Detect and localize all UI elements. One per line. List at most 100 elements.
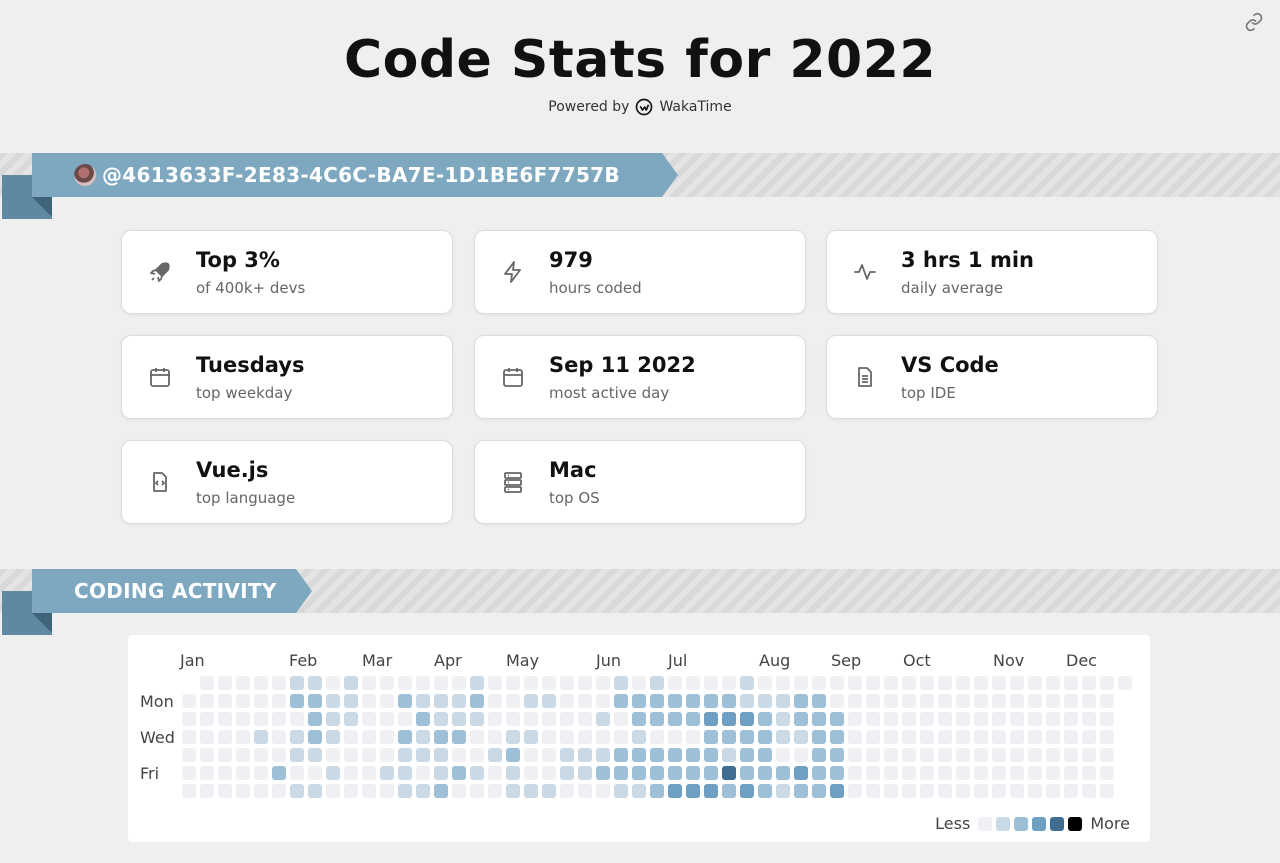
heatmap-cell bbox=[452, 730, 466, 744]
heatmap-cell bbox=[254, 712, 268, 726]
username-ribbon: @4613633F-2E83-4C6C-BA7E-1D1BE6F7757B bbox=[32, 153, 678, 197]
heatmap-cell bbox=[524, 694, 538, 708]
heatmap-cell bbox=[632, 694, 646, 708]
heatmap-cell bbox=[488, 766, 502, 780]
heatmap-cell bbox=[578, 712, 592, 726]
heatmap-cell bbox=[362, 694, 376, 708]
heatmap-cell bbox=[848, 730, 862, 744]
link-icon[interactable] bbox=[1244, 12, 1264, 32]
heatmap-cell bbox=[218, 730, 232, 744]
heatmap-cell bbox=[614, 766, 628, 780]
heatmap-cell bbox=[308, 694, 322, 708]
heatmap-cell bbox=[1010, 694, 1024, 708]
heatmap-cell bbox=[236, 784, 250, 798]
stat-card-daily-average: 3 hrs 1 min daily average bbox=[826, 230, 1158, 314]
heatmap-cell bbox=[452, 712, 466, 726]
heatmap-cell bbox=[956, 676, 970, 690]
heatmap-cell bbox=[668, 676, 682, 690]
heatmap-cell bbox=[1082, 730, 1096, 744]
heatmap-cell bbox=[1010, 766, 1024, 780]
heatmap-cell bbox=[524, 784, 538, 798]
heatmap-cell bbox=[686, 766, 700, 780]
heatmap-cell bbox=[866, 784, 880, 798]
heatmap-cell bbox=[1028, 784, 1042, 798]
heatmap-cell bbox=[218, 694, 232, 708]
heatmap-cell bbox=[596, 712, 610, 726]
heatmap-cell bbox=[524, 748, 538, 762]
wakatime-logo-icon bbox=[636, 98, 653, 116]
day-label: Fri bbox=[140, 764, 160, 783]
heatmap-cell bbox=[830, 712, 844, 726]
heatmap-cell bbox=[272, 676, 286, 690]
heatmap-cell bbox=[596, 676, 610, 690]
heatmap-cell bbox=[1010, 712, 1024, 726]
heatmap-cell bbox=[848, 748, 862, 762]
stat-label: top OS bbox=[549, 489, 600, 507]
heatmap-cell bbox=[632, 748, 646, 762]
legend-swatch bbox=[1068, 816, 1083, 831]
heatmap-cell bbox=[344, 730, 358, 744]
heatmap-cell bbox=[326, 730, 340, 744]
stat-value: Top 3% bbox=[196, 248, 280, 272]
heatmap-cell bbox=[650, 676, 664, 690]
heatmap-cell bbox=[182, 766, 196, 780]
heatmap-cell bbox=[218, 784, 232, 798]
heatmap-cell bbox=[704, 766, 718, 780]
heatmap-cell bbox=[1082, 694, 1096, 708]
heatmap-cell bbox=[452, 784, 466, 798]
heatmap-cell bbox=[452, 766, 466, 780]
heatmap-cell bbox=[830, 730, 844, 744]
powered-by-label: Powered by bbox=[548, 99, 630, 115]
heatmap-cell bbox=[380, 748, 394, 762]
activity-ribbon: CODING ACTIVITY bbox=[32, 569, 312, 613]
heatmap-cell bbox=[560, 730, 574, 744]
heatmap-cell bbox=[182, 712, 196, 726]
heatmap-cell bbox=[470, 676, 484, 690]
heatmap-cell bbox=[470, 766, 484, 780]
heatmap-cell bbox=[362, 748, 376, 762]
stat-label: top IDE bbox=[901, 384, 956, 402]
heatmap-cell bbox=[434, 748, 448, 762]
heatmap-cell bbox=[560, 712, 574, 726]
heatmap-cell bbox=[974, 784, 988, 798]
stat-value: Mac bbox=[549, 458, 597, 482]
heatmap-cell bbox=[542, 730, 556, 744]
heatmap-cell bbox=[326, 712, 340, 726]
heatmap-cell bbox=[560, 766, 574, 780]
heatmap-cell bbox=[812, 712, 826, 726]
heatmap-cell bbox=[794, 676, 808, 690]
heatmap-cell bbox=[254, 676, 268, 690]
heatmap-cell bbox=[380, 712, 394, 726]
heatmap-cell bbox=[848, 694, 862, 708]
heatmap-cell bbox=[398, 712, 412, 726]
heatmap-cell bbox=[776, 712, 790, 726]
heatmap-cell bbox=[452, 748, 466, 762]
heatmap-cell bbox=[416, 694, 430, 708]
heatmap-cell bbox=[488, 784, 502, 798]
heatmap-cell bbox=[758, 694, 772, 708]
heatmap-cell bbox=[254, 730, 268, 744]
month-label: May bbox=[506, 651, 540, 670]
heatmap-cell bbox=[938, 676, 952, 690]
ribbon-fold bbox=[32, 197, 52, 217]
heatmap-cell bbox=[1046, 784, 1060, 798]
heatmap-cell bbox=[452, 676, 466, 690]
wakatime-brand[interactable]: WakaTime bbox=[659, 99, 732, 115]
heatmap-cell bbox=[848, 766, 862, 780]
heatmap-cell bbox=[650, 712, 664, 726]
heatmap-cell bbox=[884, 676, 898, 690]
heatmap-cell bbox=[884, 784, 898, 798]
heatmap-cell bbox=[470, 784, 484, 798]
heatmap-cell bbox=[920, 730, 934, 744]
heatmap-cell bbox=[722, 712, 736, 726]
heatmap-cell bbox=[488, 694, 502, 708]
heatmap-cell bbox=[704, 694, 718, 708]
heatmap-cell bbox=[974, 730, 988, 744]
heatmap-cell bbox=[992, 730, 1006, 744]
heatmap-cell bbox=[758, 712, 772, 726]
heatmap-cell bbox=[992, 748, 1006, 762]
heatmap-cell bbox=[308, 712, 322, 726]
heatmap-cell bbox=[182, 748, 196, 762]
heatmap-cell bbox=[722, 748, 736, 762]
legend-swatch bbox=[1050, 816, 1065, 831]
